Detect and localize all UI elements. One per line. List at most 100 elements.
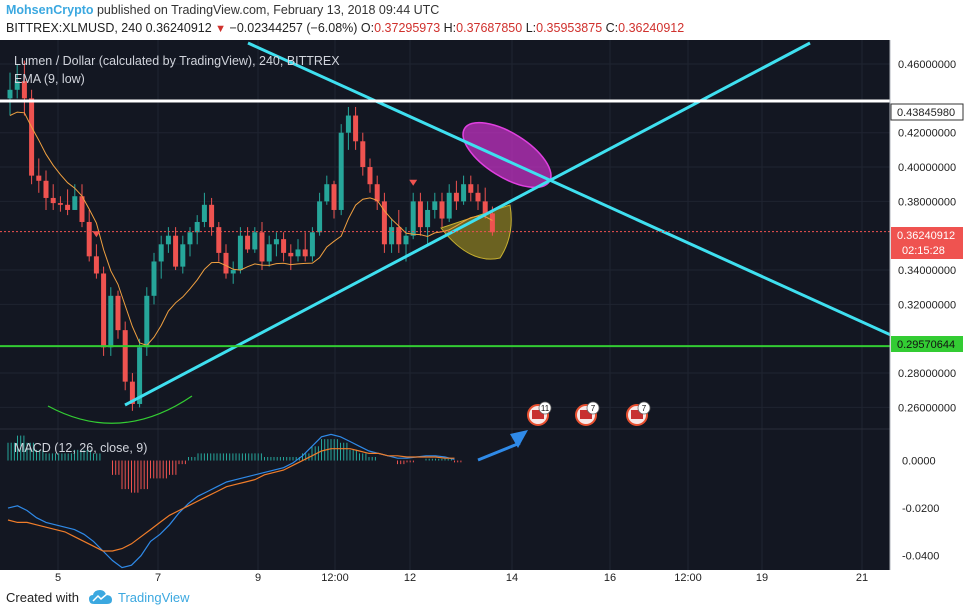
blue-arrow-icon[interactable] [510, 430, 528, 448]
candle-body [79, 196, 85, 222]
macd-tick-label: -0.0400 [902, 551, 939, 563]
y-tick-label: 0.38000000 [898, 196, 956, 208]
candle-body [230, 270, 236, 274]
event-count-badge [637, 401, 651, 415]
chart-title: Lumen / Dollar (calculated by TradingVie… [14, 54, 340, 68]
low-value: 0.35953875 [536, 21, 603, 35]
candle-body [302, 249, 308, 257]
created-with-text: Created with [6, 590, 79, 605]
candle-body [446, 192, 452, 219]
candle-body [108, 295, 114, 348]
candle-body [439, 201, 445, 219]
blue-arrow-shaft[interactable] [477, 441, 521, 462]
candle-body [201, 204, 207, 222]
candle-body [417, 201, 423, 228]
candle-body [317, 201, 323, 233]
x-tick-label: 16 [604, 572, 616, 582]
candle-body [72, 196, 78, 210]
time-axis[interactable] [0, 570, 970, 582]
candle-body [410, 201, 416, 236]
candle-body [389, 227, 395, 245]
candle-body [173, 235, 179, 267]
candle-body [324, 184, 330, 202]
candle-body [259, 232, 265, 262]
us-flag-icon [532, 410, 544, 419]
candle-body [158, 244, 164, 262]
candle-body [7, 89, 13, 99]
y-tick-label: 0.40000000 [898, 162, 956, 174]
down-marker-icon [409, 179, 418, 186]
last-price: 0.36240912 [145, 21, 212, 35]
macd-axis-labels: 0.0000 -0.0200 -0.0400 [902, 456, 939, 563]
published-text: published on TradingView.com, February 1… [96, 3, 440, 17]
y-axis-labels: 0.46000000 0.42000000 0.40000000 0.38000000… [898, 59, 956, 414]
current-price-text: 0.36240912 [897, 230, 955, 242]
candle-body [115, 295, 121, 331]
event-count-text: 7 [642, 404, 647, 413]
drawing-lines [0, 41, 894, 407]
support-price-text: 0.29570644 [897, 339, 955, 351]
x-tick-label: 12 [404, 572, 416, 582]
down-arrow-icon: ▼ [215, 23, 227, 35]
candle-body [194, 221, 200, 233]
candle-body [309, 232, 315, 257]
macd-panel [0, 428, 890, 569]
candle-body [137, 347, 143, 404]
macd-tick-label: 0.0000 [902, 456, 936, 468]
y-tick-label: 0.32000000 [898, 299, 956, 311]
x-tick-label: 21 [856, 572, 868, 582]
us-flag-icon [631, 410, 643, 419]
candle-body [14, 81, 20, 90]
current-price-tag [891, 227, 963, 259]
candle-body [345, 115, 351, 133]
price-axis[interactable] [890, 40, 970, 582]
candle-body [403, 235, 409, 245]
price-tags: 0.43845980 0.36240912 02:15:28 0.2957064… [890, 103, 964, 352]
ema-line [9, 111, 493, 346]
candle-body [396, 227, 402, 245]
green-arc[interactable] [47, 395, 193, 424]
price-chart[interactable]: 11 7 7 Lumen / Dollar (calculated by Tradi… [0, 40, 970, 582]
down-markers [92, 179, 418, 238]
symbol-name: BITTREX:XLMUSD, 240 [6, 21, 143, 35]
symbol-info: BITTREX:XLMUSD, 240 0.36240912 ▼ −0.0234… [6, 21, 684, 35]
candle-body [43, 180, 49, 198]
countdown-text: 02:15:28 [902, 245, 945, 257]
x-tick-label: 9 [255, 572, 261, 582]
candle-body [21, 81, 27, 99]
ascending-trendline[interactable] [124, 41, 811, 407]
high-label: H: [443, 21, 457, 35]
candle-body [432, 201, 438, 210]
footer: Created with TradingView [0, 582, 970, 614]
candle-body [295, 249, 301, 257]
open-value: 0.37295973 [374, 21, 441, 35]
open-label: O: [360, 21, 375, 35]
publish-info: MohsenCrypto published on TradingView.co… [6, 3, 439, 17]
price-change: −0.02344257 (−6.08%) [229, 21, 358, 35]
macd-label: MACD (12, 26, close, 9) [14, 441, 147, 455]
candle-body [50, 197, 56, 204]
candle-body [475, 192, 481, 202]
candle-body [482, 201, 488, 214]
candle-body [252, 232, 258, 250]
descending-trendline[interactable] [247, 41, 894, 338]
candle-body [453, 192, 459, 202]
high-value: 0.37687850 [456, 21, 523, 35]
candle-body [93, 256, 99, 274]
candle-body [180, 244, 186, 267]
candle-body [353, 115, 359, 142]
candle-body [209, 204, 215, 228]
tradingview-brand[interactable]: TradingView [118, 590, 190, 605]
y-tick-label: 0.34000000 [898, 265, 956, 277]
candle-body [288, 252, 294, 257]
tradingview-cloud-icon[interactable] [88, 588, 114, 606]
candle-body [86, 221, 92, 257]
y-tick-label: 0.46000000 [898, 59, 956, 71]
x-tick-label: 12:00 [321, 572, 349, 582]
candle-body [360, 141, 366, 168]
close-value: 0.36240912 [618, 21, 685, 35]
y-tick-label: 0.42000000 [898, 128, 956, 140]
author-link[interactable]: MohsenCrypto [6, 3, 94, 17]
candle-body [281, 239, 287, 253]
candle-body [425, 209, 431, 228]
